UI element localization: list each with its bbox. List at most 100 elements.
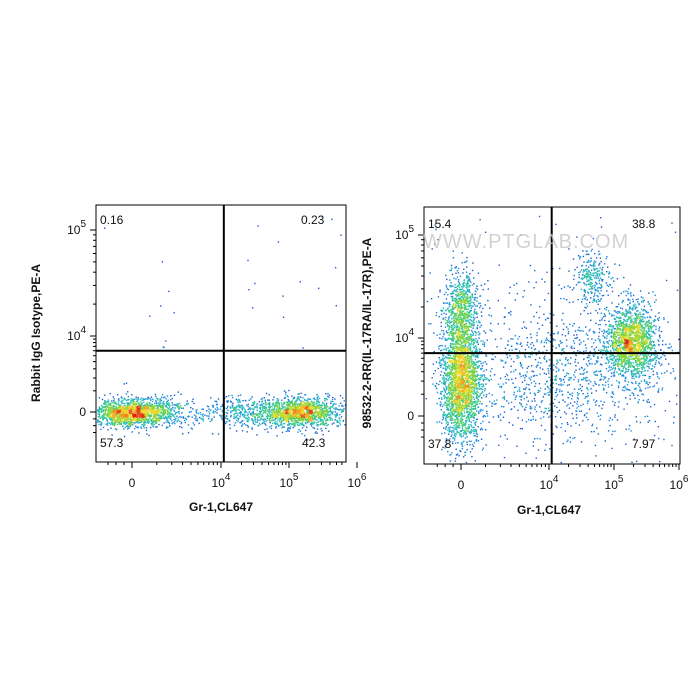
event-dot	[444, 413, 446, 416]
event-dot	[276, 423, 278, 425]
event-dot	[297, 407, 300, 409]
event-dot	[226, 407, 229, 409]
event-dot	[100, 404, 103, 407]
event-dot	[437, 367, 439, 370]
event-dot	[313, 407, 315, 409]
event-dot	[215, 400, 218, 403]
event-dot	[145, 406, 147, 408]
event-dot	[491, 394, 493, 396]
event-dot	[125, 418, 127, 420]
event-dot	[288, 417, 290, 419]
event-dot	[99, 421, 101, 423]
event-dot	[230, 414, 232, 417]
event-dot	[150, 399, 152, 402]
event-dot	[143, 405, 145, 407]
event-dot	[296, 416, 298, 418]
event-dot	[314, 417, 316, 419]
event-dot	[139, 403, 141, 406]
event-dot	[166, 400, 169, 403]
event-dot	[150, 418, 152, 420]
event-dot	[113, 424, 115, 427]
event-dot	[480, 340, 482, 342]
event-dot	[296, 403, 298, 405]
event-dot	[470, 421, 472, 424]
event-dot	[298, 411, 301, 414]
event-dot	[132, 402, 134, 405]
event-dot	[326, 402, 328, 405]
event-dot	[150, 398, 152, 400]
event-dot	[287, 424, 289, 426]
event-dot	[439, 404, 441, 406]
event-dot	[169, 415, 171, 418]
event-dot	[320, 422, 322, 425]
event-dot	[457, 427, 460, 429]
event-dot	[324, 407, 327, 409]
event-dot	[146, 421, 148, 423]
event-dot	[458, 336, 460, 338]
event-dot	[136, 427, 138, 429]
event-dot	[280, 410, 282, 412]
event-dot	[295, 415, 297, 418]
event-dot	[470, 430, 472, 432]
event-dot	[111, 417, 113, 420]
event-dot	[269, 413, 271, 415]
event-dot	[461, 395, 464, 397]
event-dot	[134, 420, 137, 422]
event-dot	[157, 399, 159, 401]
event-dot	[167, 426, 169, 429]
event-dot	[137, 413, 140, 416]
event-dot	[172, 413, 174, 416]
event-dot	[287, 414, 289, 417]
event-dot	[105, 423, 107, 425]
event-dot	[265, 420, 267, 423]
event-dot	[450, 331, 452, 333]
event-dot	[444, 447, 446, 449]
event-dot	[300, 401, 302, 403]
event-dot	[128, 427, 130, 429]
event-dot	[159, 412, 161, 415]
event-dot	[474, 356, 476, 358]
event-dot	[297, 421, 300, 424]
event-dot	[460, 365, 462, 367]
event-dot	[302, 406, 305, 409]
event-dot	[480, 378, 482, 381]
event-dot	[293, 421, 295, 423]
event-dot	[115, 411, 117, 414]
event-dot	[460, 433, 462, 435]
event-dot	[461, 368, 463, 370]
isotype-quadrant-lower-left: 57.3	[100, 436, 124, 450]
event-dot	[148, 406, 150, 408]
event-dot	[286, 401, 288, 403]
event-dot	[296, 396, 299, 398]
event-dot	[135, 404, 137, 406]
event-dot	[328, 416, 330, 418]
event-dot	[133, 413, 135, 416]
event-dot	[458, 455, 460, 457]
event-dot	[115, 416, 117, 418]
event-dot	[344, 404, 347, 406]
event-dot	[173, 394, 176, 396]
event-dot	[460, 417, 462, 419]
event-dot	[132, 406, 134, 408]
event-dot	[212, 406, 215, 408]
event-dot	[318, 415, 321, 417]
event-dot	[473, 372, 476, 374]
event-dot	[161, 413, 164, 416]
event-dot	[126, 416, 128, 419]
event-dot	[468, 344, 470, 347]
event-dot	[318, 404, 320, 406]
event-dot	[118, 423, 121, 425]
event-dot	[106, 418, 108, 420]
event-dot	[192, 422, 194, 424]
event-dot	[143, 413, 145, 416]
event-dot	[296, 405, 298, 408]
event-dot	[454, 442, 457, 444]
event-dot	[475, 433, 478, 435]
event-dot	[120, 414, 122, 416]
event-dot	[270, 411, 272, 413]
event-dot	[269, 409, 271, 411]
event-dot	[455, 380, 457, 382]
event-dot	[118, 406, 120, 409]
event-dot	[165, 404, 167, 406]
event-dot	[280, 413, 282, 416]
